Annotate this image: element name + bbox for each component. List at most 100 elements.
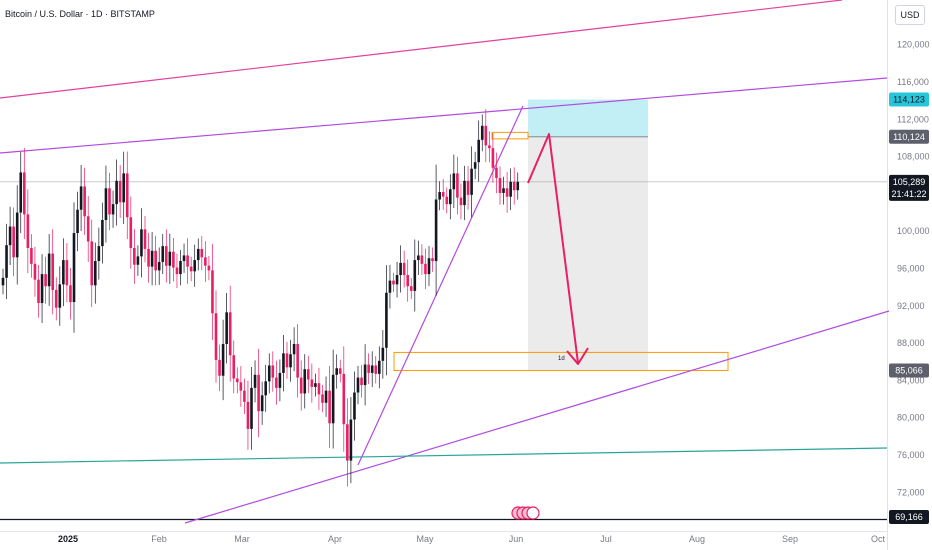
candle-body: [44, 274, 47, 287]
candle-body: [239, 382, 243, 391]
price-badge: [889, 129, 929, 144]
price-tick-label: 92,000: [897, 301, 925, 311]
candle-body: [246, 401, 250, 429]
candle-body: [193, 260, 196, 272]
candle-body: [1, 277, 5, 286]
candle-body: [502, 188, 505, 193]
candle-body: [417, 255, 420, 261]
candle-body: [12, 226, 15, 258]
candle-body: [129, 217, 133, 248]
candle-body: [76, 209, 79, 234]
candle-body: [449, 189, 452, 205]
candle-body: [512, 181, 516, 191]
candle-body: [374, 365, 378, 374]
price-badge: [889, 510, 929, 524]
candle-body: [253, 374, 257, 388]
candle-body: [282, 353, 285, 373]
candle-body: [58, 284, 62, 308]
currency-button[interactable]: USD: [895, 5, 925, 25]
candle-body: [182, 255, 186, 262]
grid-lines: [0, 0, 888, 550]
candle-body: [94, 261, 97, 286]
candle-body: [491, 148, 495, 168]
duration-label: 1d: [558, 356, 565, 362]
candle-body: [275, 377, 278, 388]
candle-body: [285, 353, 289, 368]
candle-body: [15, 212, 19, 258]
price-badge: [889, 174, 929, 201]
candle-body: [473, 162, 477, 169]
candle-body: [118, 180, 122, 203]
candle-body: [104, 188, 108, 221]
candle-body: [314, 383, 317, 387]
candle-body: [456, 173, 459, 198]
trend-lines: [0, 0, 890, 524]
candle-body: [175, 267, 179, 275]
candle-body: [211, 270, 214, 314]
candle-body: [179, 261, 182, 275]
price-axis[interactable]: 120,000 116,000 112,000 108,000 100,000 96,00…: [897, 40, 930, 498]
candle-body: [122, 173, 125, 203]
price-tick-label: 112,000: [897, 114, 929, 124]
candle-body: [289, 354, 292, 368]
candle-body: [392, 280, 395, 285]
lower-channel-line: [184, 310, 890, 524]
candle-body: [324, 390, 328, 403]
mid-channel-line: [0, 77, 888, 154]
arrow-head: [566, 347, 589, 365]
candles: [1, 109, 520, 487]
candle-body: [72, 233, 76, 303]
candle-body: [278, 372, 282, 388]
time-tick-label: Mar: [234, 534, 250, 544]
candle-body: [172, 251, 175, 268]
upper-channel-line: [0, 0, 843, 99]
candle-body: [147, 248, 150, 267]
candle-body: [466, 180, 470, 195]
candle-body: [218, 359, 221, 376]
candle-body: [321, 394, 324, 403]
candle-body: [207, 265, 211, 271]
time-tick-label: May: [416, 534, 434, 544]
price-tick-label: 116,000: [897, 77, 929, 87]
candle-body: [459, 197, 463, 206]
candle-body: [303, 369, 307, 394]
candle-body: [452, 173, 456, 190]
candle-body: [349, 419, 353, 461]
candle-body: [342, 373, 346, 425]
candle-body: [221, 344, 225, 376]
candle-body: [232, 355, 236, 379]
trade-zones: 1d: [393, 99, 729, 371]
candle-body: [168, 251, 172, 266]
candle-body: [370, 365, 374, 373]
candle-body: [40, 274, 44, 304]
projection-arrow: [527, 133, 589, 365]
candle-body: [214, 313, 218, 360]
price-tick-label: 100,000: [897, 226, 930, 236]
candle-body: [140, 229, 143, 257]
candle-body: [434, 199, 438, 262]
candle-body: [509, 181, 512, 197]
candle-body: [243, 390, 246, 402]
candle-body: [267, 365, 271, 382]
candle-body: [292, 344, 296, 355]
risk-zone: [528, 136, 648, 371]
time-tick-label: Apr: [328, 534, 342, 544]
candle-body: [19, 172, 23, 213]
candle-body: [186, 255, 189, 267]
candle-body: [338, 368, 342, 374]
candle-body: [516, 181, 520, 191]
candle-body: [363, 364, 367, 386]
price-badge-value: 85,066: [895, 365, 923, 375]
candle-body: [115, 180, 118, 205]
candle-body: [296, 344, 299, 378]
candle-body: [200, 248, 204, 258]
candle-body: [388, 280, 392, 293]
candle-body: [346, 424, 349, 461]
tradingview-logo-icon[interactable]: [511, 506, 540, 520]
time-axis[interactable]: 2025 Feb Mar Apr May Jun Jul Aug Sep Oct: [58, 534, 886, 544]
price-tick-label: 84,000: [897, 375, 925, 385]
price-badge-value: 110,124: [893, 132, 925, 142]
candle-body: [225, 312, 228, 345]
candle-body: [51, 253, 54, 290]
